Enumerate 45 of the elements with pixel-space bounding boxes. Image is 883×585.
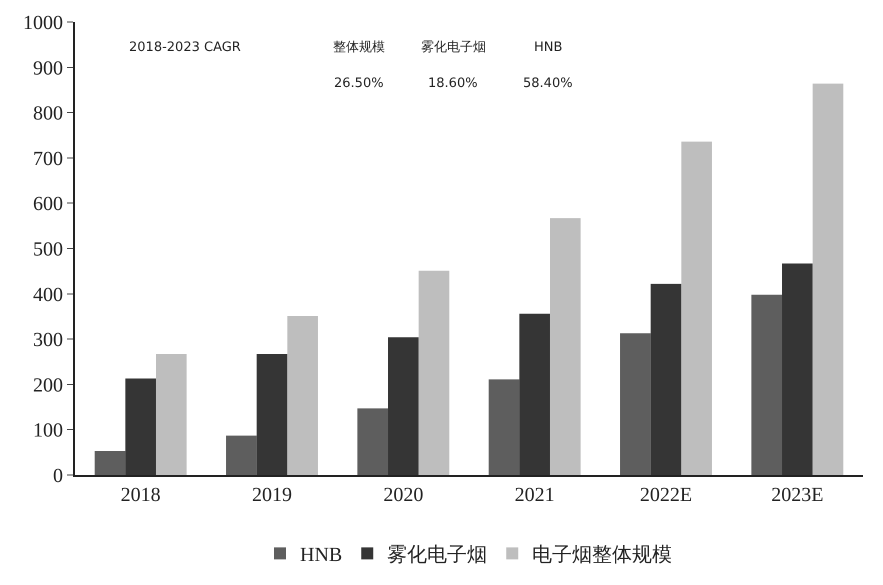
bar xyxy=(782,263,813,475)
bar xyxy=(357,408,388,475)
y-tick-label: 600 xyxy=(33,193,63,216)
annotation: HNB xyxy=(534,40,562,55)
bar xyxy=(418,270,450,475)
x-tick-label: 2018 xyxy=(120,484,161,506)
annotation: 2018-2023 CAGR xyxy=(129,40,241,55)
x-tick-label: 2021 xyxy=(514,484,555,506)
y-tick-label: 800 xyxy=(33,102,63,125)
y-tick-label: 1000 xyxy=(23,12,63,34)
bar xyxy=(287,316,318,475)
legend-label: 电子烟整体规模 xyxy=(532,544,672,566)
legend-label: HNB xyxy=(300,544,342,566)
bar xyxy=(812,84,844,475)
bar xyxy=(519,314,550,475)
y-tick-label: 900 xyxy=(33,57,63,80)
bar xyxy=(125,378,156,475)
bar xyxy=(256,354,288,475)
y-tick-label: 700 xyxy=(33,148,63,170)
x-tick-label: 2022E xyxy=(640,484,692,506)
annotation: 整体规模 xyxy=(333,40,385,55)
bar xyxy=(94,450,126,475)
bar xyxy=(488,379,520,475)
x-tick-label: 2023E xyxy=(771,484,824,506)
y-tick-label: 0 xyxy=(53,465,63,487)
bar xyxy=(681,142,712,475)
x-tick-label: 2020 xyxy=(383,484,424,506)
y-tick-label: 200 xyxy=(33,374,63,396)
bar xyxy=(156,354,187,475)
annotation: 58.40% xyxy=(523,76,573,91)
legend-label: 雾化电子烟 xyxy=(387,544,488,566)
y-tick-label: 400 xyxy=(33,284,63,306)
y-tick-label: 300 xyxy=(33,329,63,352)
x-tick-label: 2019 xyxy=(252,484,292,506)
bar xyxy=(388,337,419,475)
bar xyxy=(550,218,581,475)
bar xyxy=(751,294,782,475)
y-tick-label: 500 xyxy=(33,238,63,260)
y-tick-label: 100 xyxy=(33,420,63,442)
annotation: 18.60% xyxy=(428,76,478,91)
bar xyxy=(650,284,682,475)
bar xyxy=(620,333,651,475)
bar xyxy=(226,436,257,475)
annotation: 雾化电子烟 xyxy=(421,40,486,55)
annotation: 26.50% xyxy=(334,76,384,91)
